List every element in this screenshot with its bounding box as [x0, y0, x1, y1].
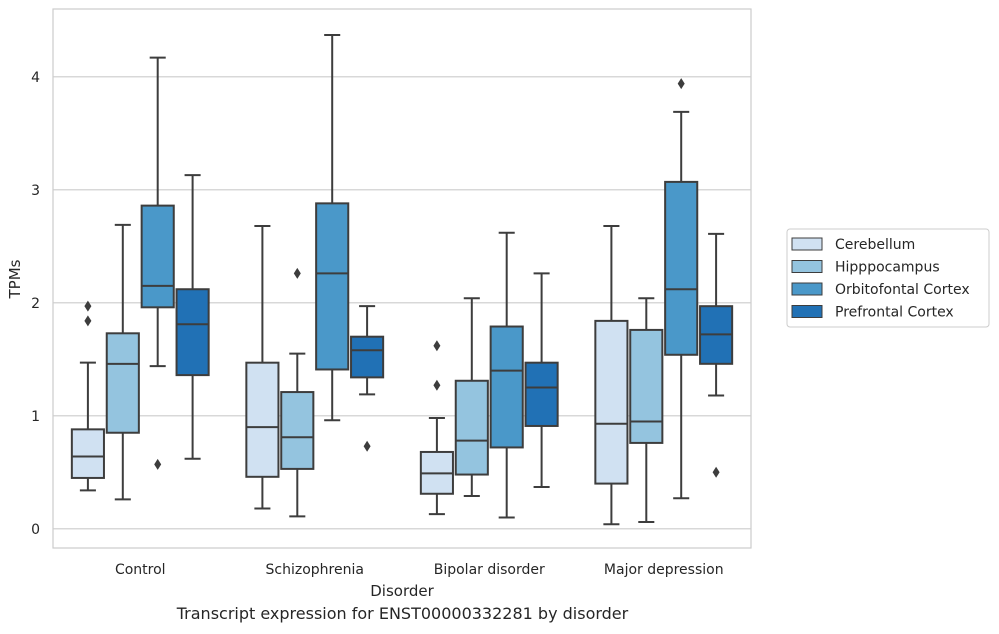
box-3-2: [664, 78, 699, 500]
outlier-point-0: [154, 458, 162, 470]
outlier-point-1: [84, 300, 92, 312]
box-2-2: [489, 231, 524, 519]
box-body: [454, 379, 489, 476]
box-2-3: [524, 272, 559, 488]
y-tick-label-0: 0: [31, 522, 40, 538]
box-1-2: [315, 33, 350, 422]
legend-swatch-1: [791, 260, 823, 273]
box-3-3: [699, 232, 734, 478]
outlier-point-0: [712, 466, 720, 478]
box-body: [524, 361, 559, 427]
y-tick-label-4: 4: [31, 70, 40, 86]
legend-label-2: Orbitofontal Cortex: [835, 282, 970, 298]
box-1-0: [245, 224, 280, 510]
box-body: [664, 180, 699, 356]
box-0-0: [70, 300, 105, 492]
x-tick-labels: Control Schizophrenia Bipolar disorder Majo…: [115, 562, 724, 578]
boxes-layer: [70, 33, 734, 526]
outlier-point-0: [363, 440, 371, 452]
plot-frame: [52, 8, 752, 549]
x-axis-label: Disorder: [370, 582, 434, 600]
x-tick-label-3: Major depression: [604, 562, 724, 578]
outlier-point-1: [433, 340, 441, 352]
box-2-0: [419, 340, 454, 516]
box-3-0: [594, 224, 629, 526]
legend-frame: [786, 228, 990, 328]
box-1-3: [350, 305, 385, 452]
legend-swatch-3: [791, 305, 823, 318]
outlier-point-0: [677, 78, 685, 90]
outlier-point-0: [433, 379, 441, 391]
box-body: [175, 288, 210, 377]
box-body: [594, 319, 629, 485]
x-tick-label-1: Schizophrenia: [266, 562, 364, 578]
y-tick-label-3: 3: [31, 183, 40, 199]
box-body: [489, 325, 524, 449]
box-body: [629, 328, 664, 444]
box-body: [70, 428, 105, 479]
box-0-3: [175, 174, 210, 460]
box-0-2: [140, 56, 175, 470]
y-axis-label: TPMs: [6, 259, 24, 299]
legend-swatch-2: [791, 282, 823, 296]
legend-swatch-0: [791, 237, 823, 251]
legend-label-3: Prefrontal Cortex: [835, 305, 954, 321]
y-tick-label-1: 1: [31, 409, 40, 425]
x-tick-label-0: Control: [115, 562, 166, 578]
box-body: [140, 204, 175, 309]
box-body: [245, 361, 280, 478]
box-body: [105, 332, 140, 434]
outlier-point-0: [84, 315, 92, 327]
box-2-1: [454, 297, 489, 498]
y-tick-labels: 0 1 2 3 4: [31, 70, 40, 538]
box-body: [350, 335, 385, 379]
y-tick-label-2: 2: [31, 296, 40, 312]
legend: Cerebellum Hipppocampus Orbitofontal Corte…: [786, 228, 990, 328]
x-tick-label-2: Bipolar disorder: [434, 562, 545, 578]
box-3-1: [629, 297, 664, 524]
legend-label-1: Hipppocampus: [835, 260, 940, 276]
box-body: [315, 202, 350, 371]
box-body: [280, 391, 315, 470]
chart-caption: Transcript expression for ENST0000033228…: [176, 604, 629, 623]
legend-label-0: Cerebellum: [835, 237, 915, 253]
box-1-1: [280, 267, 315, 518]
box-0-1: [105, 223, 140, 501]
outlier-point-0: [293, 267, 301, 279]
